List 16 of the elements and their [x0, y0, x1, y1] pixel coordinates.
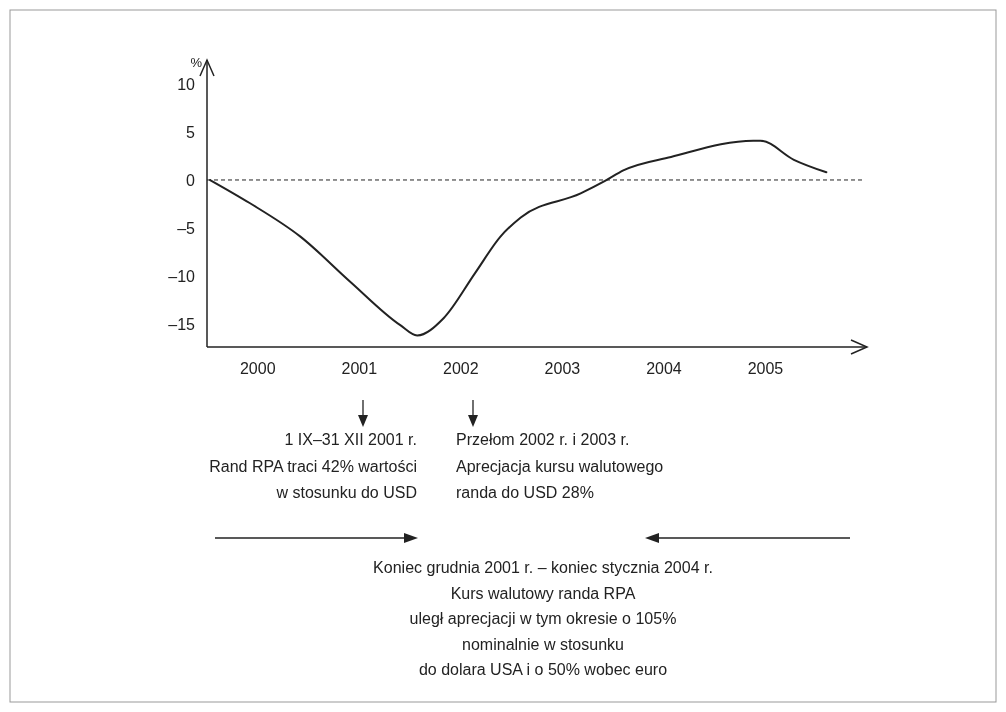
text: Koniec grudnia 2001 r. – koniec stycznia 2004 r. Kurs walutowy randa RPA uległ aprecjacji w tym okresie o 105% nominalnie w stosunku do dolara USA i o 50% wobec euro — [373, 559, 713, 678]
x-tick-label: 2003 — [544, 360, 581, 377]
y-tick-label: –10 — [168, 267, 196, 285]
x-tick-label: 2005 — [747, 360, 784, 377]
text: Przełom 2002 r. i 2003 r. Aprecjacja kursu walutowego randa do USD 28% — [456, 431, 664, 501]
y-tick-label: –5 — [177, 219, 196, 237]
x-tick-label: 2002 — [443, 360, 479, 377]
y-axis-title: % — [190, 55, 203, 70]
x-tick-label: 2001 — [341, 360, 378, 377]
x-tick-label: 2000 — [239, 360, 276, 377]
y-tick-label: –15 — [168, 315, 196, 333]
y-tick-label: 5 — [186, 123, 196, 141]
y-tick-label: 0 — [186, 171, 196, 189]
x-tick-label: 2004 — [646, 360, 682, 377]
y-tick-label: 10 — [177, 75, 196, 93]
text: 1 IX–31 XII 2001 r. Rand RPA traci 42% wartości w stosunku do USD — [209, 431, 417, 501]
